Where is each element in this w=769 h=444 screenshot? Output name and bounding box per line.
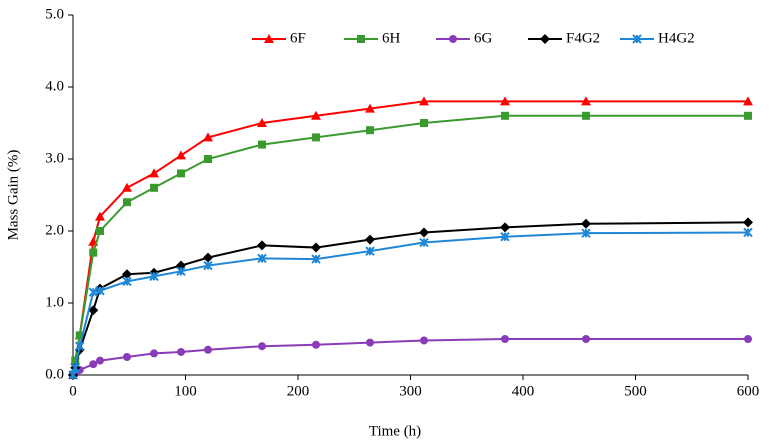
marker: [581, 228, 591, 238]
x-tick-label: 400: [512, 383, 535, 399]
marker: [357, 35, 365, 43]
marker: [88, 287, 98, 297]
y-tick-label: 2.0: [45, 222, 64, 238]
marker: [150, 183, 158, 192]
marker: [312, 133, 320, 142]
marker: [95, 286, 105, 296]
marker: [366, 338, 374, 347]
series-line: [72, 231, 749, 376]
marker: [264, 34, 274, 43]
marker: [68, 370, 78, 380]
marker: [311, 242, 321, 253]
marker: [582, 335, 590, 343]
y-tick-label: 1.0: [45, 294, 64, 310]
y-tick-label: 3.0: [45, 150, 64, 166]
marker: [96, 227, 104, 235]
marker: [257, 240, 267, 251]
marker: [365, 234, 375, 245]
marker: [204, 345, 212, 354]
marker: [582, 111, 590, 120]
x-tick-label: 200: [287, 383, 310, 399]
marker: [743, 227, 753, 238]
y-tick-label: 0.0: [45, 366, 64, 382]
x-tick-label: 600: [737, 383, 760, 399]
marker: [540, 34, 550, 44]
marker: [88, 305, 99, 316]
marker: [257, 118, 267, 127]
marker: [581, 96, 591, 106]
marker: [632, 34, 642, 44]
x-tick-label: 500: [624, 383, 647, 399]
marker: [75, 341, 85, 351]
marker: [743, 96, 753, 106]
x-tick-label: 0: [69, 383, 77, 399]
marker: [744, 335, 752, 343]
marker: [176, 266, 186, 277]
marker: [501, 111, 509, 120]
marker: [122, 269, 132, 280]
marker: [89, 248, 98, 257]
marker: [123, 353, 131, 361]
marker: [419, 237, 429, 248]
series-line: [72, 338, 748, 376]
marker: [449, 35, 457, 43]
marker: [365, 246, 375, 256]
marker: [581, 218, 591, 229]
legend-label: 6G: [474, 30, 493, 46]
series-line: [72, 114, 748, 376]
marker: [258, 342, 266, 351]
legend-label: H4G2: [658, 30, 695, 46]
legend-label: 6H: [382, 30, 401, 46]
marker: [420, 119, 428, 127]
marker: [70, 363, 80, 373]
marker: [149, 168, 159, 178]
marker: [419, 227, 429, 238]
series-line: [72, 221, 749, 376]
x-tick-label: 300: [399, 383, 422, 399]
marker: [743, 217, 753, 228]
marker: [204, 155, 212, 163]
marker: [95, 211, 105, 221]
marker: [501, 335, 509, 343]
marker: [500, 232, 510, 242]
marker: [123, 198, 131, 207]
marker: [366, 126, 374, 135]
marker: [122, 276, 132, 287]
marker: [203, 132, 213, 142]
marker: [177, 169, 185, 178]
marker: [257, 253, 267, 264]
marker: [744, 111, 752, 120]
marker: [176, 150, 186, 160]
marker: [312, 340, 320, 349]
marker: [75, 331, 84, 340]
legend-label: F4G2: [566, 30, 600, 46]
marker: [122, 182, 132, 192]
marker: [150, 349, 158, 358]
marker: [420, 336, 428, 345]
y-tick-label: 5.0: [45, 6, 64, 22]
marker: [177, 347, 185, 356]
y-tick-label: 4.0: [45, 78, 64, 94]
marker: [500, 222, 510, 233]
marker: [311, 110, 321, 120]
marker: [71, 356, 80, 365]
marker: [203, 260, 213, 271]
marker: [500, 96, 510, 106]
marker: [258, 140, 266, 149]
legend-label: 6F: [290, 30, 306, 46]
marker: [311, 254, 321, 264]
y-axis-label: Mass Gain (%): [5, 150, 21, 241]
series-line: [72, 100, 748, 376]
marker: [96, 356, 104, 365]
marker: [89, 360, 98, 369]
x-axis-label: Time (h): [369, 423, 421, 439]
marker: [203, 252, 213, 263]
marker: [149, 271, 159, 282]
marker: [365, 103, 375, 113]
marker: [419, 96, 429, 106]
x-tick-label: 100: [174, 383, 197, 399]
